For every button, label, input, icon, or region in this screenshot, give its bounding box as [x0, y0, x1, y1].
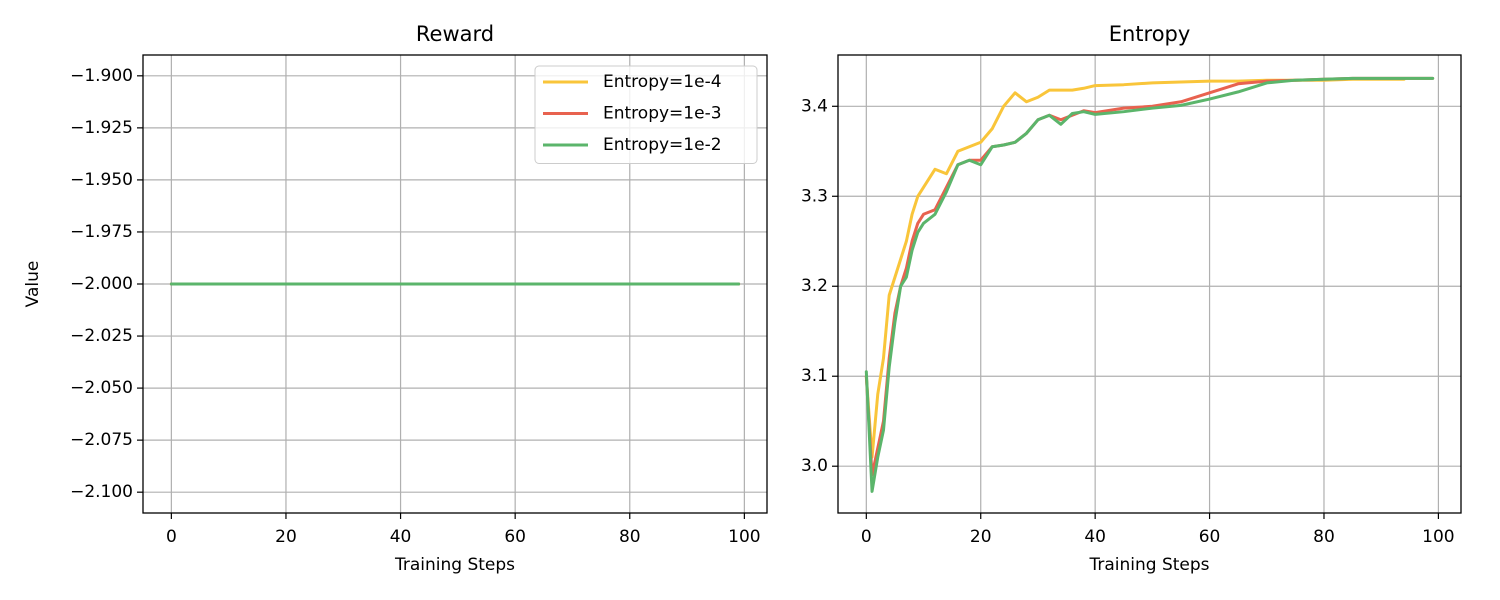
y-tick-label: 3.1 — [801, 366, 828, 386]
y-tick-label: 3.0 — [801, 456, 828, 476]
x-tick-label: 40 — [390, 527, 412, 547]
x-axis-label: Training Steps — [394, 555, 515, 575]
y-tick-label: 3.4 — [801, 96, 828, 116]
series-line — [864, 76, 1435, 493]
x-tick-label: 60 — [504, 527, 526, 547]
x-tick-label: 80 — [619, 527, 641, 547]
x-tick-label: 100 — [1422, 527, 1454, 547]
series-line — [864, 77, 1406, 459]
y-tick-label: −2.100 — [70, 482, 133, 502]
panel: 0 20 40 60 80 100 3.0 3.1 3.2 3.3 3.4 Entropy Traini… — [801, 22, 1462, 575]
y-tick-label: −1.950 — [70, 170, 133, 190]
x-tick-label: 40 — [1084, 527, 1106, 547]
x-tick-label: 20 — [970, 527, 992, 547]
plot-frame — [837, 54, 1462, 514]
plot-frame — [142, 54, 768, 514]
y-tick-label: −2.050 — [70, 378, 133, 398]
x-tick-label: 20 — [275, 527, 297, 547]
chart-title: Entropy — [1109, 22, 1191, 46]
y-tick-label: −2.075 — [70, 430, 133, 450]
y-tick-label: −1.975 — [70, 222, 133, 242]
x-tick-label: 0 — [166, 527, 177, 547]
y-tick-label: −2.025 — [70, 326, 133, 346]
legend-label: Entropy=1e-3 — [603, 104, 722, 124]
panel: 0 20 40 60 80 100 −1.900 −1.925 −1.950 −1.975 −2.0… — [23, 22, 768, 575]
y-tick-label: −2.000 — [70, 274, 133, 294]
x-tick-label: 100 — [728, 527, 760, 547]
x-tick-label: 80 — [1313, 527, 1335, 547]
y-tick-label: 3.2 — [801, 276, 828, 296]
chart-title: Reward — [416, 22, 494, 46]
x-tick-label: 60 — [1199, 527, 1221, 547]
y-tick-label: −1.900 — [70, 66, 133, 86]
y-tick-label: −1.925 — [70, 118, 133, 138]
x-tick-label: 0 — [861, 527, 872, 547]
legend-box — [534, 65, 758, 164]
y-tick-label: 3.3 — [801, 186, 828, 206]
legend-label: Entropy=1e-4 — [603, 72, 722, 92]
series-line — [864, 76, 1435, 477]
legend: Entropy=1e-4 Entropy=1e-3 Entropy=1e-2 — [534, 65, 758, 164]
y-axis-label: Value — [23, 261, 43, 308]
legend-label: Entropy=1e-2 — [603, 135, 722, 155]
x-axis-label: Training Steps — [1088, 555, 1209, 575]
